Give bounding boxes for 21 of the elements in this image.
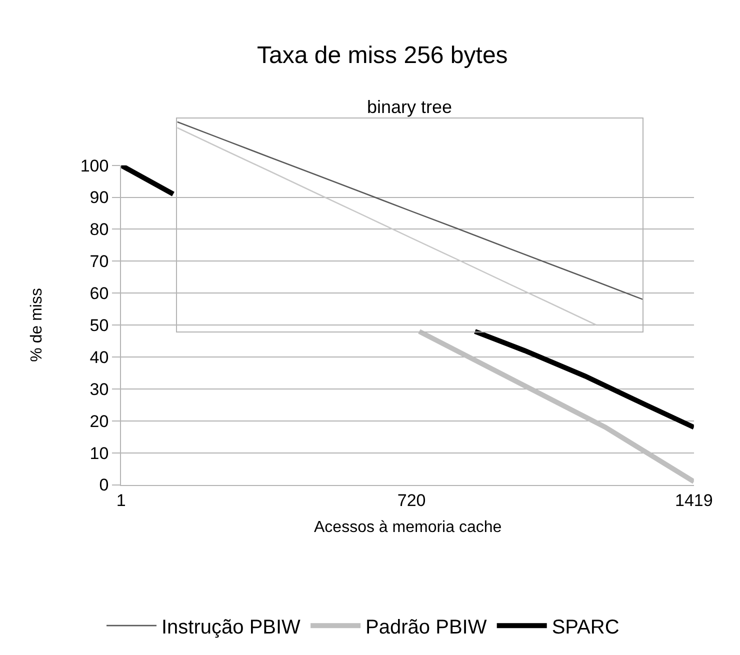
legend-label: Padrão PBIW <box>366 616 487 638</box>
x-tick-label: 1419 <box>674 491 713 510</box>
x-axis-title: Acessos à memoria cache <box>314 519 502 536</box>
x-tick-label: 1 <box>116 491 126 510</box>
y-tick-label: 10 <box>90 444 109 463</box>
chart-title: Taxa de miss 256 bytes <box>257 42 508 69</box>
y-tick-label: 100 <box>80 156 109 176</box>
legend-label: Instrução PBIW <box>162 616 301 638</box>
y-tick-label: 50 <box>90 316 109 336</box>
y-tick-label: 90 <box>90 188 109 208</box>
legend-label: SPARC <box>552 616 620 638</box>
y-tick-label: 0 <box>99 476 109 495</box>
y-tick-label: 40 <box>90 348 109 367</box>
y-axis-title: % de miss <box>28 288 46 362</box>
chart-title: binary tree <box>367 97 452 117</box>
y-tick-label: 30 <box>90 380 109 399</box>
y-tick-label: 60 <box>90 284 109 304</box>
y-tick-label: 70 <box>90 252 109 272</box>
y-tick-label: 80 <box>90 220 109 240</box>
x-tick-label: 720 <box>397 491 426 510</box>
y-tick-label: 20 <box>90 412 109 431</box>
